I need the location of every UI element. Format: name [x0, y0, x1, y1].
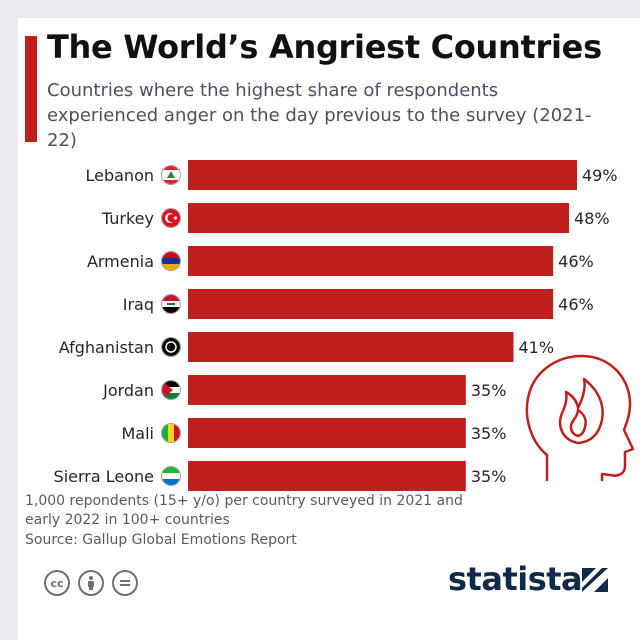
bar-jordan	[188, 375, 466, 405]
person-icon	[88, 576, 94, 590]
bar-turkey	[188, 203, 570, 233]
sierra-leone-flag-icon	[162, 467, 180, 485]
source-note: Source: Gallup Global Emotions Report	[25, 532, 297, 548]
chart-title: The World’s Angriest Countries	[47, 28, 602, 66]
flag-star	[173, 216, 178, 220]
flag-band	[162, 258, 180, 264]
flag-emblem	[165, 341, 177, 353]
flag-band	[162, 467, 180, 473]
category-label-iraq: Iraq	[123, 295, 154, 314]
cc-icon[interactable]: cc	[44, 570, 70, 596]
turkey-flag-outline	[161, 208, 181, 228]
title-accent-bar	[25, 36, 37, 142]
value-label-mali: 35%	[471, 424, 507, 443]
bar-lebanon	[188, 160, 577, 190]
flag-band	[162, 393, 180, 399]
flag-band	[174, 424, 180, 442]
lebanon-flag-outline	[161, 165, 181, 185]
value-label-turkey: 48%	[574, 209, 610, 228]
infographic-card	[18, 18, 640, 640]
armenia-flag-outline	[161, 251, 181, 271]
flag-band	[168, 424, 174, 442]
mali-flag-icon	[162, 424, 180, 442]
value-label-sierra-leone: 35%	[471, 467, 507, 486]
flag-band	[162, 295, 180, 301]
flag-band	[162, 381, 180, 387]
value-label-armenia: 46%	[558, 252, 594, 271]
bar-iraq	[188, 289, 554, 319]
statista-wordmark: statista	[448, 560, 583, 598]
value-label-afghanistan: 41%	[518, 338, 554, 357]
category-label-armenia: Armenia	[87, 252, 154, 271]
category-label-afghanistan: Afghanistan	[59, 338, 154, 357]
value-label-iraq: 46%	[558, 295, 594, 314]
category-label-turkey: Turkey	[101, 209, 154, 228]
turkey-flag-icon	[162, 209, 180, 227]
flag-band	[162, 252, 180, 258]
iraq-flag-icon	[162, 295, 180, 313]
flag-script	[167, 303, 175, 305]
bar-armenia	[188, 246, 554, 276]
chart-subtitle: Countries where the highest share of res…	[47, 80, 592, 151]
bar-mali	[188, 418, 466, 448]
footnote: 1,000 repondents (15+ y/o) per country s…	[25, 493, 463, 528]
jordan-flag-icon	[162, 381, 180, 399]
lebanon-flag-icon	[162, 166, 180, 184]
category-label-jordan: Jordan	[102, 381, 154, 400]
flag-band	[162, 180, 180, 184]
category-label-lebanon: Lebanon	[85, 166, 154, 185]
bar-sierra-leone	[188, 461, 466, 491]
sierra-leone-flag-outline	[161, 466, 181, 486]
category-label-sierra-leone: Sierra Leone	[54, 467, 154, 486]
flag-triangle	[162, 381, 173, 399]
equals-icon	[120, 580, 130, 586]
flag-field	[162, 338, 180, 356]
flag-cedar	[167, 171, 175, 178]
category-label-mali: Mali	[122, 424, 155, 443]
flag-band	[162, 307, 180, 313]
value-label-jordan: 35%	[471, 381, 507, 400]
flag-band	[162, 264, 180, 270]
jordan-flag-outline	[161, 380, 181, 400]
statista-logo-mark-icon	[582, 568, 608, 592]
bar-afghanistan	[188, 332, 514, 362]
no-derivatives-icon[interactable]	[112, 570, 138, 596]
flag-band	[162, 479, 180, 485]
afghanistan-flag-outline	[161, 337, 181, 357]
statista-logo[interactable]: statista	[448, 560, 608, 600]
angry-head-icon	[525, 354, 635, 482]
flag-band	[162, 166, 180, 170]
flag-band	[162, 473, 180, 479]
mali-flag-outline	[161, 423, 181, 443]
flag-crescent-cut	[167, 214, 176, 222]
bars-layer: 49% Lebanon 48% Turkey 46% Armenia 46% Iraq 41% A…	[54, 160, 618, 491]
iraq-flag-outline	[161, 294, 181, 314]
armenia-flag-icon	[162, 252, 180, 270]
value-label-lebanon: 49%	[582, 166, 618, 185]
afghanistan-flag-icon	[162, 338, 180, 356]
attribution-icon[interactable]	[78, 570, 104, 596]
flag-band	[162, 424, 168, 442]
